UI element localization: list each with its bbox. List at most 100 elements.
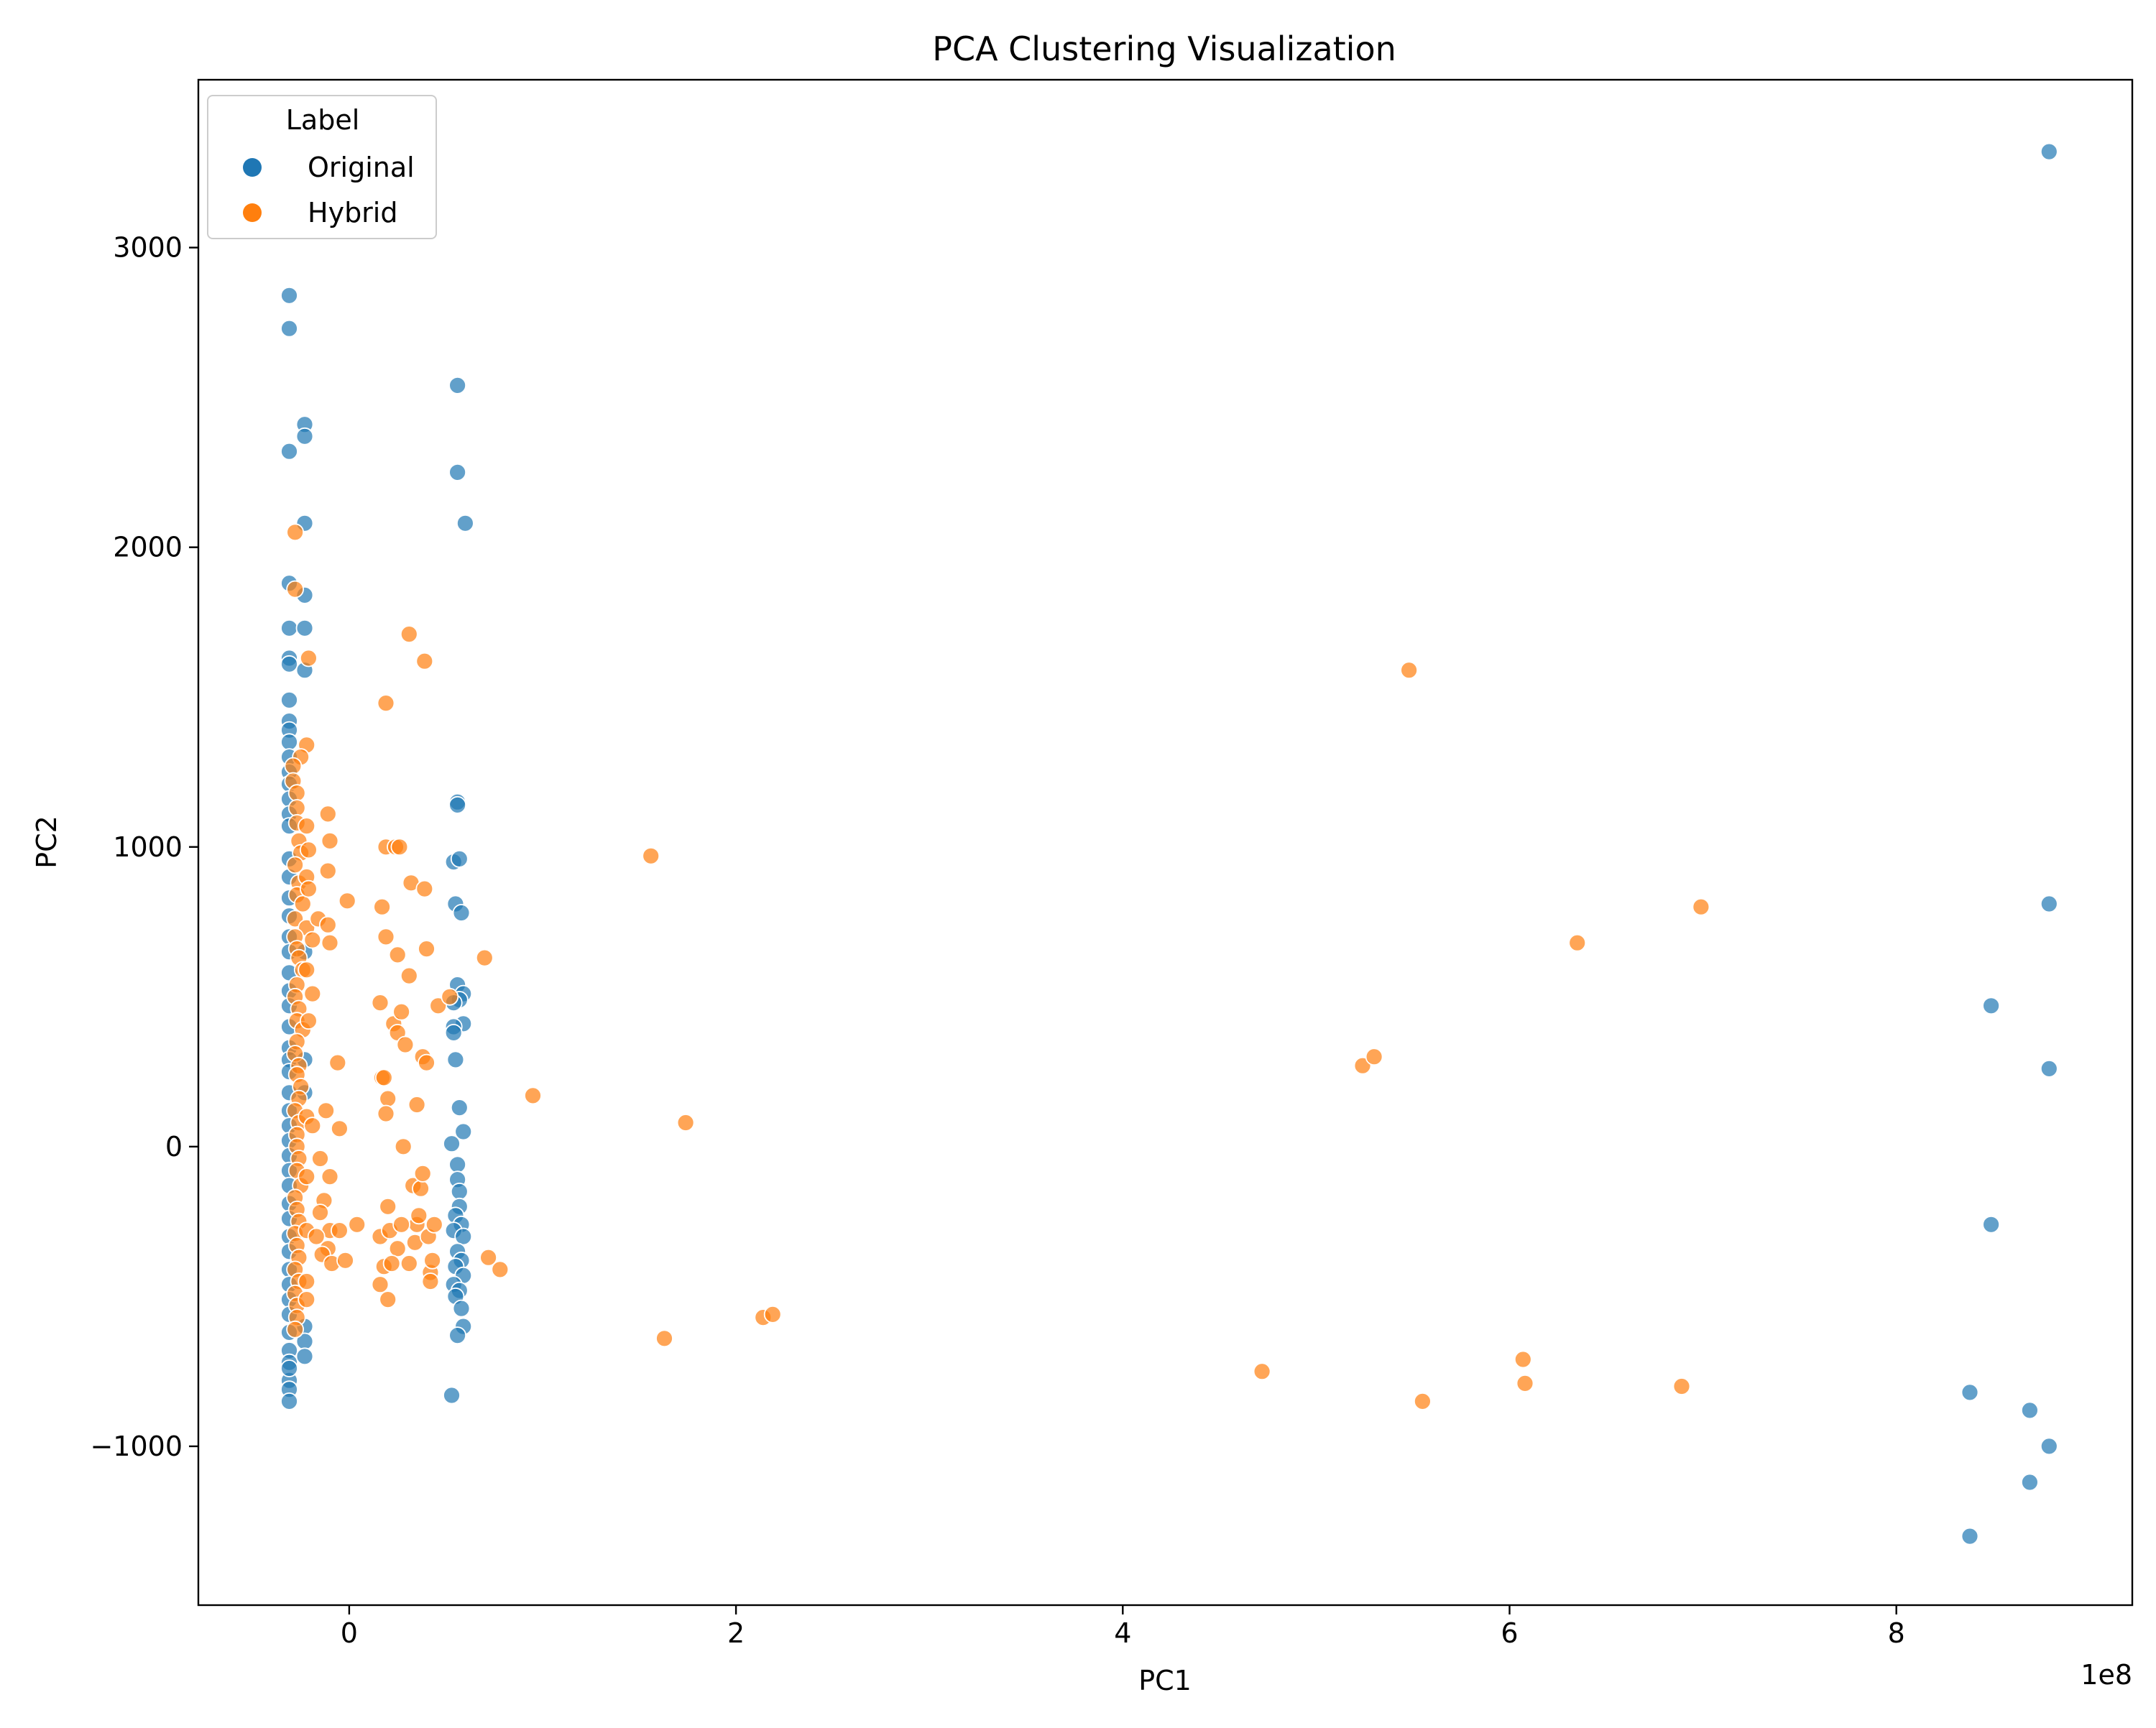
- data-point-hybrid: [330, 1119, 349, 1138]
- data-point-original: [456, 514, 474, 532]
- data-point-original: [280, 1392, 298, 1410]
- data-point-original: [454, 1227, 473, 1246]
- legend-marker-hybrid: [243, 203, 262, 222]
- data-point-hybrid: [415, 879, 434, 898]
- data-point-hybrid: [311, 1203, 329, 1221]
- data-point-hybrid: [390, 838, 409, 856]
- data-point-hybrid: [1253, 1362, 1271, 1381]
- data-point-hybrid: [336, 1251, 354, 1270]
- legend-label-original: Original: [308, 152, 415, 183]
- data-point-hybrid: [491, 1260, 510, 1279]
- data-point-hybrid: [287, 784, 306, 803]
- y-axis-ticks: −1000 0 1000 2000 3000: [90, 232, 198, 1462]
- data-point-hybrid: [676, 1114, 695, 1132]
- data-point-original: [2020, 1473, 2039, 1492]
- data-point-hybrid: [311, 1150, 329, 1168]
- data-point-hybrid: [307, 1227, 326, 1246]
- data-point-hybrid: [377, 1104, 395, 1123]
- data-point-hybrid: [379, 1089, 397, 1108]
- data-point-hybrid: [377, 928, 395, 946]
- data-point-hybrid: [423, 1251, 441, 1270]
- data-point-original: [454, 1122, 473, 1141]
- data-point-original: [448, 1155, 466, 1174]
- data-point-original: [450, 850, 469, 868]
- data-point-hybrid: [388, 946, 407, 964]
- data-point-hybrid: [413, 1165, 432, 1183]
- data-point-hybrid: [286, 856, 305, 874]
- data-point-hybrid: [286, 1320, 305, 1339]
- data-point-hybrid: [379, 1290, 397, 1308]
- data-point-hybrid: [286, 580, 305, 599]
- y-tick-label: 1000: [113, 831, 183, 863]
- data-points-layer: [280, 142, 2058, 1546]
- y-axis-label: PC2: [31, 816, 63, 869]
- data-point-original: [452, 1299, 471, 1318]
- data-point-original: [2040, 142, 2058, 161]
- data-point-hybrid: [418, 1053, 436, 1072]
- legend-frame: [207, 95, 437, 239]
- x-tick-label: 6: [1501, 1617, 1518, 1649]
- data-point-original: [2020, 1401, 2039, 1420]
- data-point-original: [1982, 1215, 2001, 1234]
- data-point-hybrid: [299, 1012, 318, 1030]
- data-point-original: [280, 286, 298, 305]
- data-point-original: [295, 619, 314, 637]
- data-point-original: [1961, 1383, 1979, 1402]
- data-point-hybrid: [388, 1239, 407, 1258]
- data-point-original: [2040, 1437, 2058, 1456]
- data-point-hybrid: [479, 1248, 497, 1267]
- data-point-original: [1982, 997, 2001, 1015]
- data-point-hybrid: [303, 984, 322, 1003]
- data-point-hybrid: [1514, 1350, 1532, 1369]
- data-point-original: [448, 796, 466, 814]
- x-axis-offset-label: 1e8: [2081, 1659, 2132, 1691]
- data-point-original: [280, 1359, 298, 1377]
- data-point-hybrid: [284, 757, 303, 775]
- data-point-hybrid: [318, 805, 337, 823]
- data-point-original: [443, 1135, 461, 1153]
- data-point-hybrid: [299, 649, 318, 667]
- y-tick-label: 0: [165, 1131, 183, 1163]
- data-point-original: [444, 1024, 463, 1042]
- legend-marker-original: [243, 158, 262, 177]
- x-tick-label: 2: [727, 1617, 745, 1649]
- data-point-hybrid: [1672, 1377, 1691, 1395]
- data-point-hybrid: [407, 1096, 426, 1114]
- x-axis-label: PC1: [1138, 1665, 1192, 1696]
- data-point-hybrid: [1400, 661, 1418, 680]
- data-point-hybrid: [298, 961, 316, 979]
- data-point-hybrid: [655, 1329, 673, 1348]
- data-point-hybrid: [396, 1035, 415, 1054]
- data-point-hybrid: [330, 1221, 349, 1239]
- data-point-hybrid: [303, 1117, 322, 1135]
- data-point-original: [446, 1050, 465, 1069]
- data-point-hybrid: [1414, 1392, 1432, 1410]
- legend: Label Original Hybrid: [207, 95, 437, 239]
- data-point-hybrid: [299, 879, 318, 898]
- data-point-hybrid: [421, 1272, 440, 1290]
- data-point-hybrid: [286, 523, 305, 542]
- data-point-original: [2040, 895, 2058, 913]
- x-axis-ticks: 0 2 4 6 8: [341, 1605, 1905, 1649]
- data-point-hybrid: [382, 1255, 401, 1272]
- data-point-hybrid: [418, 940, 436, 958]
- x-tick-label: 0: [341, 1617, 358, 1649]
- data-point-original: [280, 442, 298, 461]
- data-point-hybrid: [379, 1197, 397, 1216]
- data-point-original: [443, 1386, 461, 1405]
- data-point-original: [448, 463, 466, 481]
- data-point-hybrid: [318, 915, 337, 934]
- data-point-original: [450, 1183, 469, 1201]
- data-point-hybrid: [293, 895, 312, 913]
- data-point-original: [1961, 1527, 1979, 1546]
- data-point-hybrid: [1516, 1374, 1534, 1392]
- data-point-original: [452, 904, 471, 922]
- data-point-hybrid: [400, 625, 418, 643]
- data-point-hybrid: [400, 1255, 418, 1272]
- x-tick-label: 4: [1114, 1617, 1131, 1649]
- data-point-original: [450, 1099, 469, 1117]
- data-point-original: [280, 733, 298, 752]
- data-point-original: [280, 319, 298, 338]
